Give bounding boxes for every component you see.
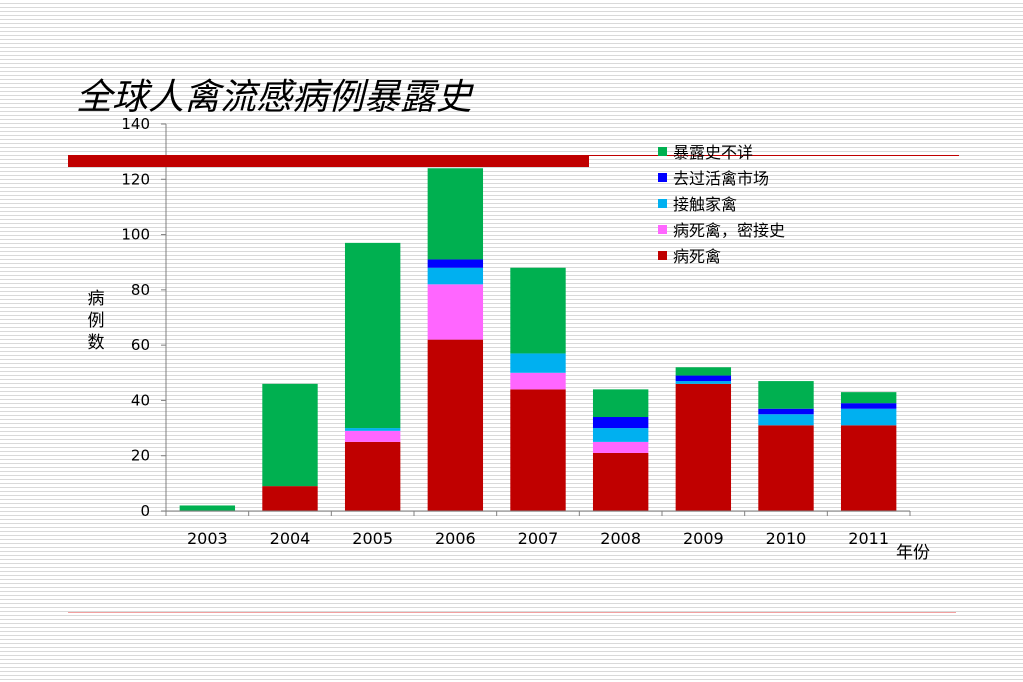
legend-label: 去过活禽市场 (673, 169, 770, 188)
bar-segment (840, 408, 897, 426)
legend-swatch (658, 224, 667, 234)
bar-segment (427, 259, 484, 268)
y-tick-label: 60 (131, 336, 150, 354)
y-axis-title: 病例数 (87, 289, 105, 353)
bar-segment (510, 389, 566, 511)
x-tick-label: 2005 (352, 529, 393, 548)
title-underline-thin (589, 155, 959, 156)
legend-swatch (658, 146, 667, 156)
x-tick-label: 2007 (518, 529, 559, 548)
legend-label: 病死禽，密接史 (673, 221, 786, 240)
bar-segment (840, 403, 897, 409)
bar-segment (675, 367, 732, 376)
bar-segment (262, 486, 318, 511)
legend-item: 病死禽，密接史 (658, 216, 785, 242)
bar-segment (510, 267, 566, 354)
bar-segment (840, 425, 897, 511)
bar-segment (344, 428, 401, 431)
bar-segment (344, 430, 401, 442)
bar-segment (179, 505, 236, 511)
bar-segment (758, 408, 814, 415)
y-tick-label: 80 (131, 281, 150, 299)
bar-segment (758, 414, 814, 426)
legend-swatch (658, 250, 667, 260)
bar-segment (427, 267, 484, 285)
y-tick-label: 20 (131, 447, 150, 465)
legend-swatch (658, 198, 667, 208)
chart-title: 全球人禽流感病例暴露史 (76, 77, 473, 118)
bar-segment (344, 242, 401, 429)
bar-segment (592, 441, 649, 453)
legend-label: 暴露史不详 (673, 143, 754, 162)
bar-segment (592, 389, 649, 418)
bar-segment (427, 339, 484, 511)
x-tick-label: 2008 (600, 529, 641, 548)
bar-segment (344, 441, 401, 511)
bar-segment (758, 425, 814, 511)
x-tick-label: 2010 (766, 529, 807, 548)
bar-segment (758, 381, 814, 409)
legend-item: 病死禽 (658, 242, 785, 268)
y-tick-label: 100 (121, 226, 150, 244)
legend-label: 病死禽 (673, 247, 722, 266)
legend-item: 暴露史不详 (658, 138, 785, 164)
bar-segment (675, 375, 732, 382)
bar-segment (427, 284, 484, 340)
y-tick-label: 0 (140, 502, 150, 520)
x-tick-label: 2011 (848, 529, 889, 548)
x-tick-label: 2004 (270, 529, 311, 548)
bar-segment (510, 372, 566, 390)
legend-label: 接触家禽 (673, 195, 738, 214)
bar-segment (510, 353, 566, 373)
x-tick-label: 2009 (683, 529, 724, 548)
bar-segment (427, 168, 484, 260)
x-tick-label: 2006 (435, 529, 476, 548)
x-axis-title: 年份 (896, 543, 930, 563)
y-tick-label: 40 (131, 391, 150, 409)
bar-segment (262, 383, 318, 487)
bar-segment (675, 383, 732, 511)
bar-segment (840, 392, 897, 404)
bar-segment (592, 428, 649, 442)
legend-swatch (658, 172, 667, 182)
legend-item: 接触家禽 (658, 190, 785, 216)
bar-segment (592, 417, 649, 429)
legend-item: 去过活禽市场 (658, 164, 785, 190)
x-tick-label: 2003 (187, 529, 228, 548)
footer-line (68, 612, 956, 613)
title-underline-thick (68, 155, 589, 167)
y-tick-label: 140 (121, 115, 150, 133)
legend: 暴露史不详去过活禽市场 接触家禽病死禽，密接史 病死禽 (658, 138, 785, 268)
bar-segment (592, 452, 649, 511)
y-tick-label: 120 (121, 170, 150, 188)
bar-segment (675, 381, 732, 384)
